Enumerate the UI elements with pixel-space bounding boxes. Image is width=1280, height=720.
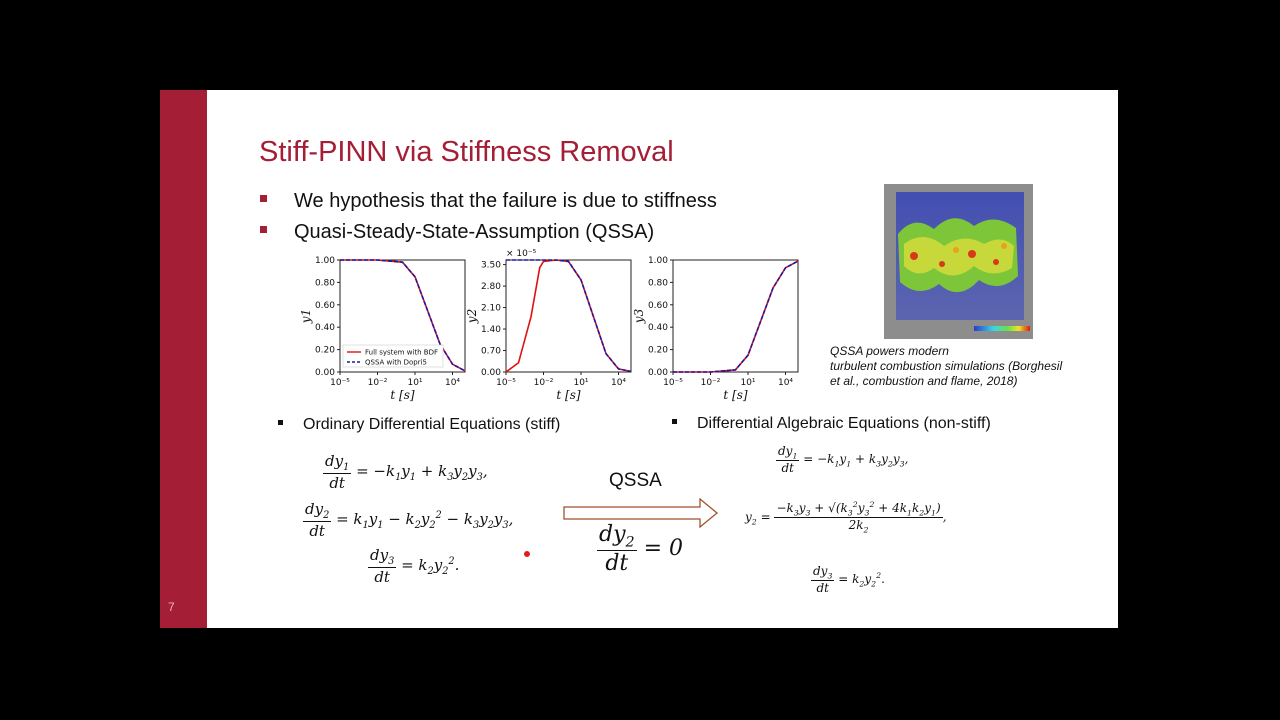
x-tick-label: 10⁻⁵	[663, 378, 683, 388]
x-tick-label: 10⁻²	[368, 378, 388, 388]
x-tick-label: 10⁻²	[534, 378, 554, 388]
bullet-text: We hypothesis that the failure is due to…	[294, 190, 717, 212]
x-tick-label: 10¹	[573, 378, 588, 388]
x-axis-label: t [s]	[390, 388, 414, 402]
slide-title: Stiff-PINN via Stiffness Removal	[259, 136, 674, 168]
simulation-render	[896, 192, 1030, 331]
x-tick-label: 10⁴	[611, 378, 626, 388]
y-axis-label: y2	[465, 309, 479, 324]
sub-bullet-dae: Differential Algebraic Equations (non-st…	[672, 415, 991, 433]
bullet-text: Quasi-Steady-State-Assumption (QSSA)	[294, 221, 655, 243]
legend: Full system with BDF QSSA with Dopri5	[342, 344, 444, 368]
sub-bullet-text: Ordinary Differential Equations (stiff)	[303, 416, 561, 433]
x-tick-label: 10⁴	[778, 378, 793, 388]
bullet-marker	[260, 195, 267, 203]
bullet-2: Quasi-Steady-State-Assumption (QSSA)	[260, 221, 654, 244]
y-tick-label: 2.10	[481, 304, 501, 314]
x-tick-label: 10⁻⁵	[330, 378, 350, 388]
y-tick-label: 0.40	[315, 323, 335, 333]
dae-equation-2: y2 = −k3y3 + √(k32y32 + 4k1k2y1) 2k2,	[745, 500, 947, 535]
y-axis-multiplier: × 10⁻⁵	[506, 249, 537, 259]
plot-y3: 1.00 0.80 0.60 0.40 0.20 0.00 10⁻⁵ 10⁻² 10¹ 10⁴ t …	[632, 249, 816, 402]
accent-sidebar	[160, 90, 207, 628]
y-tick-label: 2.80	[481, 282, 501, 292]
plot-frame	[505, 259, 632, 373]
legend-box	[342, 344, 444, 368]
sub-bullet-marker	[672, 419, 677, 425]
x-axis-label: t [s]	[556, 388, 580, 402]
sub-bullet-ode: Ordinary Differential Equations (stiff)	[278, 416, 560, 434]
bullet-marker	[260, 226, 267, 234]
slide: 7 Stiff-PINN via Stiffness Removal We hy…	[160, 90, 1118, 628]
x-axis-label: t [s]	[723, 388, 747, 402]
qssa-condition: dy2 dt = 0	[597, 522, 684, 577]
x-tick-label: 10¹	[407, 378, 422, 388]
y-tick-label: 0.20	[648, 346, 668, 356]
legend-label: Full system with BDF	[365, 349, 438, 357]
dae-equation-3: dy3 dt = k2y22.	[811, 564, 885, 596]
plot-y2: 3.50 2.80 2.10 1.40 0.70 0.00 10⁻⁵ 10⁻² 10¹ 10⁴ t …	[465, 249, 649, 402]
series-qssa-line	[673, 260, 799, 373]
slide-number: 7	[168, 600, 175, 614]
y-tick-label: 0.80	[315, 278, 335, 288]
qssa-label: QSSA	[609, 470, 662, 491]
arrow-right-icon	[563, 498, 719, 528]
y-tick-label: 0.20	[315, 346, 335, 356]
caption-line: turbulent combustion simulations (Borghe…	[830, 359, 1063, 373]
y-axis-label: y3	[632, 308, 646, 324]
y-tick-label: 0.00	[315, 368, 335, 378]
y-tick-label: 0.80	[648, 278, 668, 288]
y-tick-label: 0.70	[481, 347, 501, 357]
mouse-cursor	[523, 550, 531, 558]
y-tick-label: 1.00	[648, 256, 668, 266]
caption-line: QSSA powers modern	[830, 344, 949, 358]
x-tick-label: 10⁻⁵	[496, 378, 516, 388]
y-tick-label: 0.40	[648, 323, 668, 333]
y-tick-label: 0.60	[315, 301, 335, 311]
ode-equation-1: dy1 dt = −k1y1 + k3y2y3,	[323, 452, 488, 492]
combustion-simulation-image	[884, 184, 1033, 339]
y-tick-label: 0.60	[648, 301, 668, 311]
x-tick-label: 10¹	[740, 378, 755, 388]
sub-bullet-marker	[278, 420, 283, 426]
ode-equation-2: dy2 dt = k1y1 − k2y22 − k3y2y3,	[303, 500, 514, 540]
x-tick-label: 10⁻²	[701, 378, 721, 388]
image-caption: QSSA powers modern turbulent combustion …	[830, 344, 1062, 389]
sub-bullet-text: Differential Algebraic Equations (non-st…	[697, 415, 991, 432]
y-axis-label: y1	[299, 309, 313, 324]
ode-equation-3: dy3 dt = k2y22.	[368, 546, 460, 586]
caption-line: et al., combustion and flame, 2018)	[830, 374, 1018, 388]
x-tick-label: 10⁴	[445, 378, 460, 388]
plot-frame	[672, 259, 799, 373]
y-tick-label: 0.00	[481, 368, 501, 378]
series-qssa-line	[506, 259, 632, 373]
legend-label: QSSA with Dopri5	[365, 359, 427, 367]
y-tick-label: 0.00	[648, 368, 668, 378]
dae-equation-1: dy1 dt = −k1y1 + k3y2y3,	[776, 444, 909, 476]
plot-y1: 1.00 0.80 0.60 0.40 0.20 0.00 10⁻⁵ 10⁻² 10¹ 10⁴ t …	[299, 249, 483, 402]
bullet-1: We hypothesis that the failure is due to…	[260, 190, 717, 213]
y-tick-label: 3.50	[481, 261, 501, 271]
y-tick-label: 1.40	[481, 325, 501, 335]
series-qssa-line	[340, 259, 466, 372]
y-tick-label: 1.00	[315, 256, 335, 266]
